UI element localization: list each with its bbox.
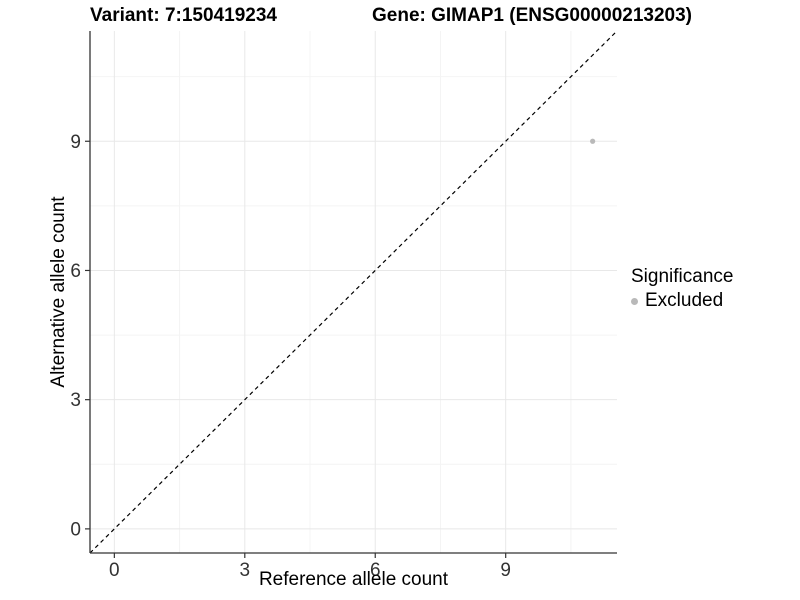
variant-title: Variant: 7:150419234 <box>90 5 277 26</box>
x-tick-label: 0 <box>109 560 120 581</box>
x-tick-label: 6 <box>370 560 381 581</box>
legend-item-excluded: Excluded <box>631 290 733 312</box>
x-axis-title: Reference allele count <box>258 569 449 590</box>
gene-title: Gene: GIMAP1 (ENSG00000213203) <box>372 5 692 26</box>
y-tick-label: 9 <box>70 132 81 153</box>
x-tick-label: 3 <box>240 560 251 581</box>
y-tick-label: 0 <box>70 519 81 540</box>
y-axis-title: Alternative allele count <box>48 196 69 388</box>
data-point <box>590 138 596 144</box>
y-tick-label: 6 <box>70 261 81 282</box>
y-tick-label: 3 <box>70 390 81 411</box>
legend-title: Significance <box>631 266 734 287</box>
legend: Significance Excluded <box>631 266 733 312</box>
x-tick-label: 9 <box>500 560 511 581</box>
legend-key-dot <box>631 297 638 305</box>
identity-line <box>89 30 618 554</box>
legend-item-label: Excluded <box>645 290 724 311</box>
